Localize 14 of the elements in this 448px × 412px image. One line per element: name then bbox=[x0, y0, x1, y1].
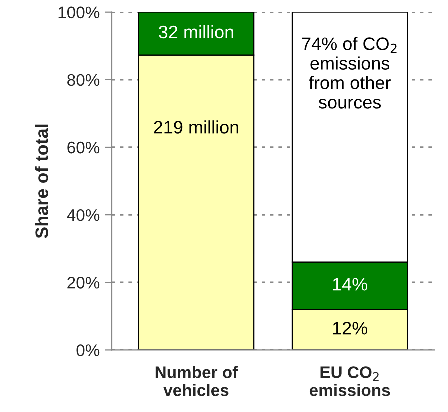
annotation: 219 million bbox=[154, 120, 238, 134]
x-tick-label: EU CO$_{2}$ emissions bbox=[310, 366, 390, 396]
x-tick-label: Number of vehicles bbox=[156, 366, 238, 396]
data-label: 14% bbox=[333, 278, 368, 291]
y-tick-label: 0% bbox=[76, 344, 100, 356]
y-tick-label: 40% bbox=[67, 209, 100, 222]
y-tick-label: 80% bbox=[68, 74, 100, 86]
annotation: 32 million bbox=[159, 25, 234, 39]
data-label: 12% bbox=[333, 322, 368, 335]
y-tick-label: 20% bbox=[68, 277, 100, 289]
y-tick-label: 100% bbox=[58, 6, 100, 19]
data-label: 74% of CO$_{2}$ emissions from other sources bbox=[302, 37, 397, 109]
y-axis-title: Share of total bbox=[35, 124, 48, 238]
y-tick-label: 60% bbox=[68, 142, 100, 154]
